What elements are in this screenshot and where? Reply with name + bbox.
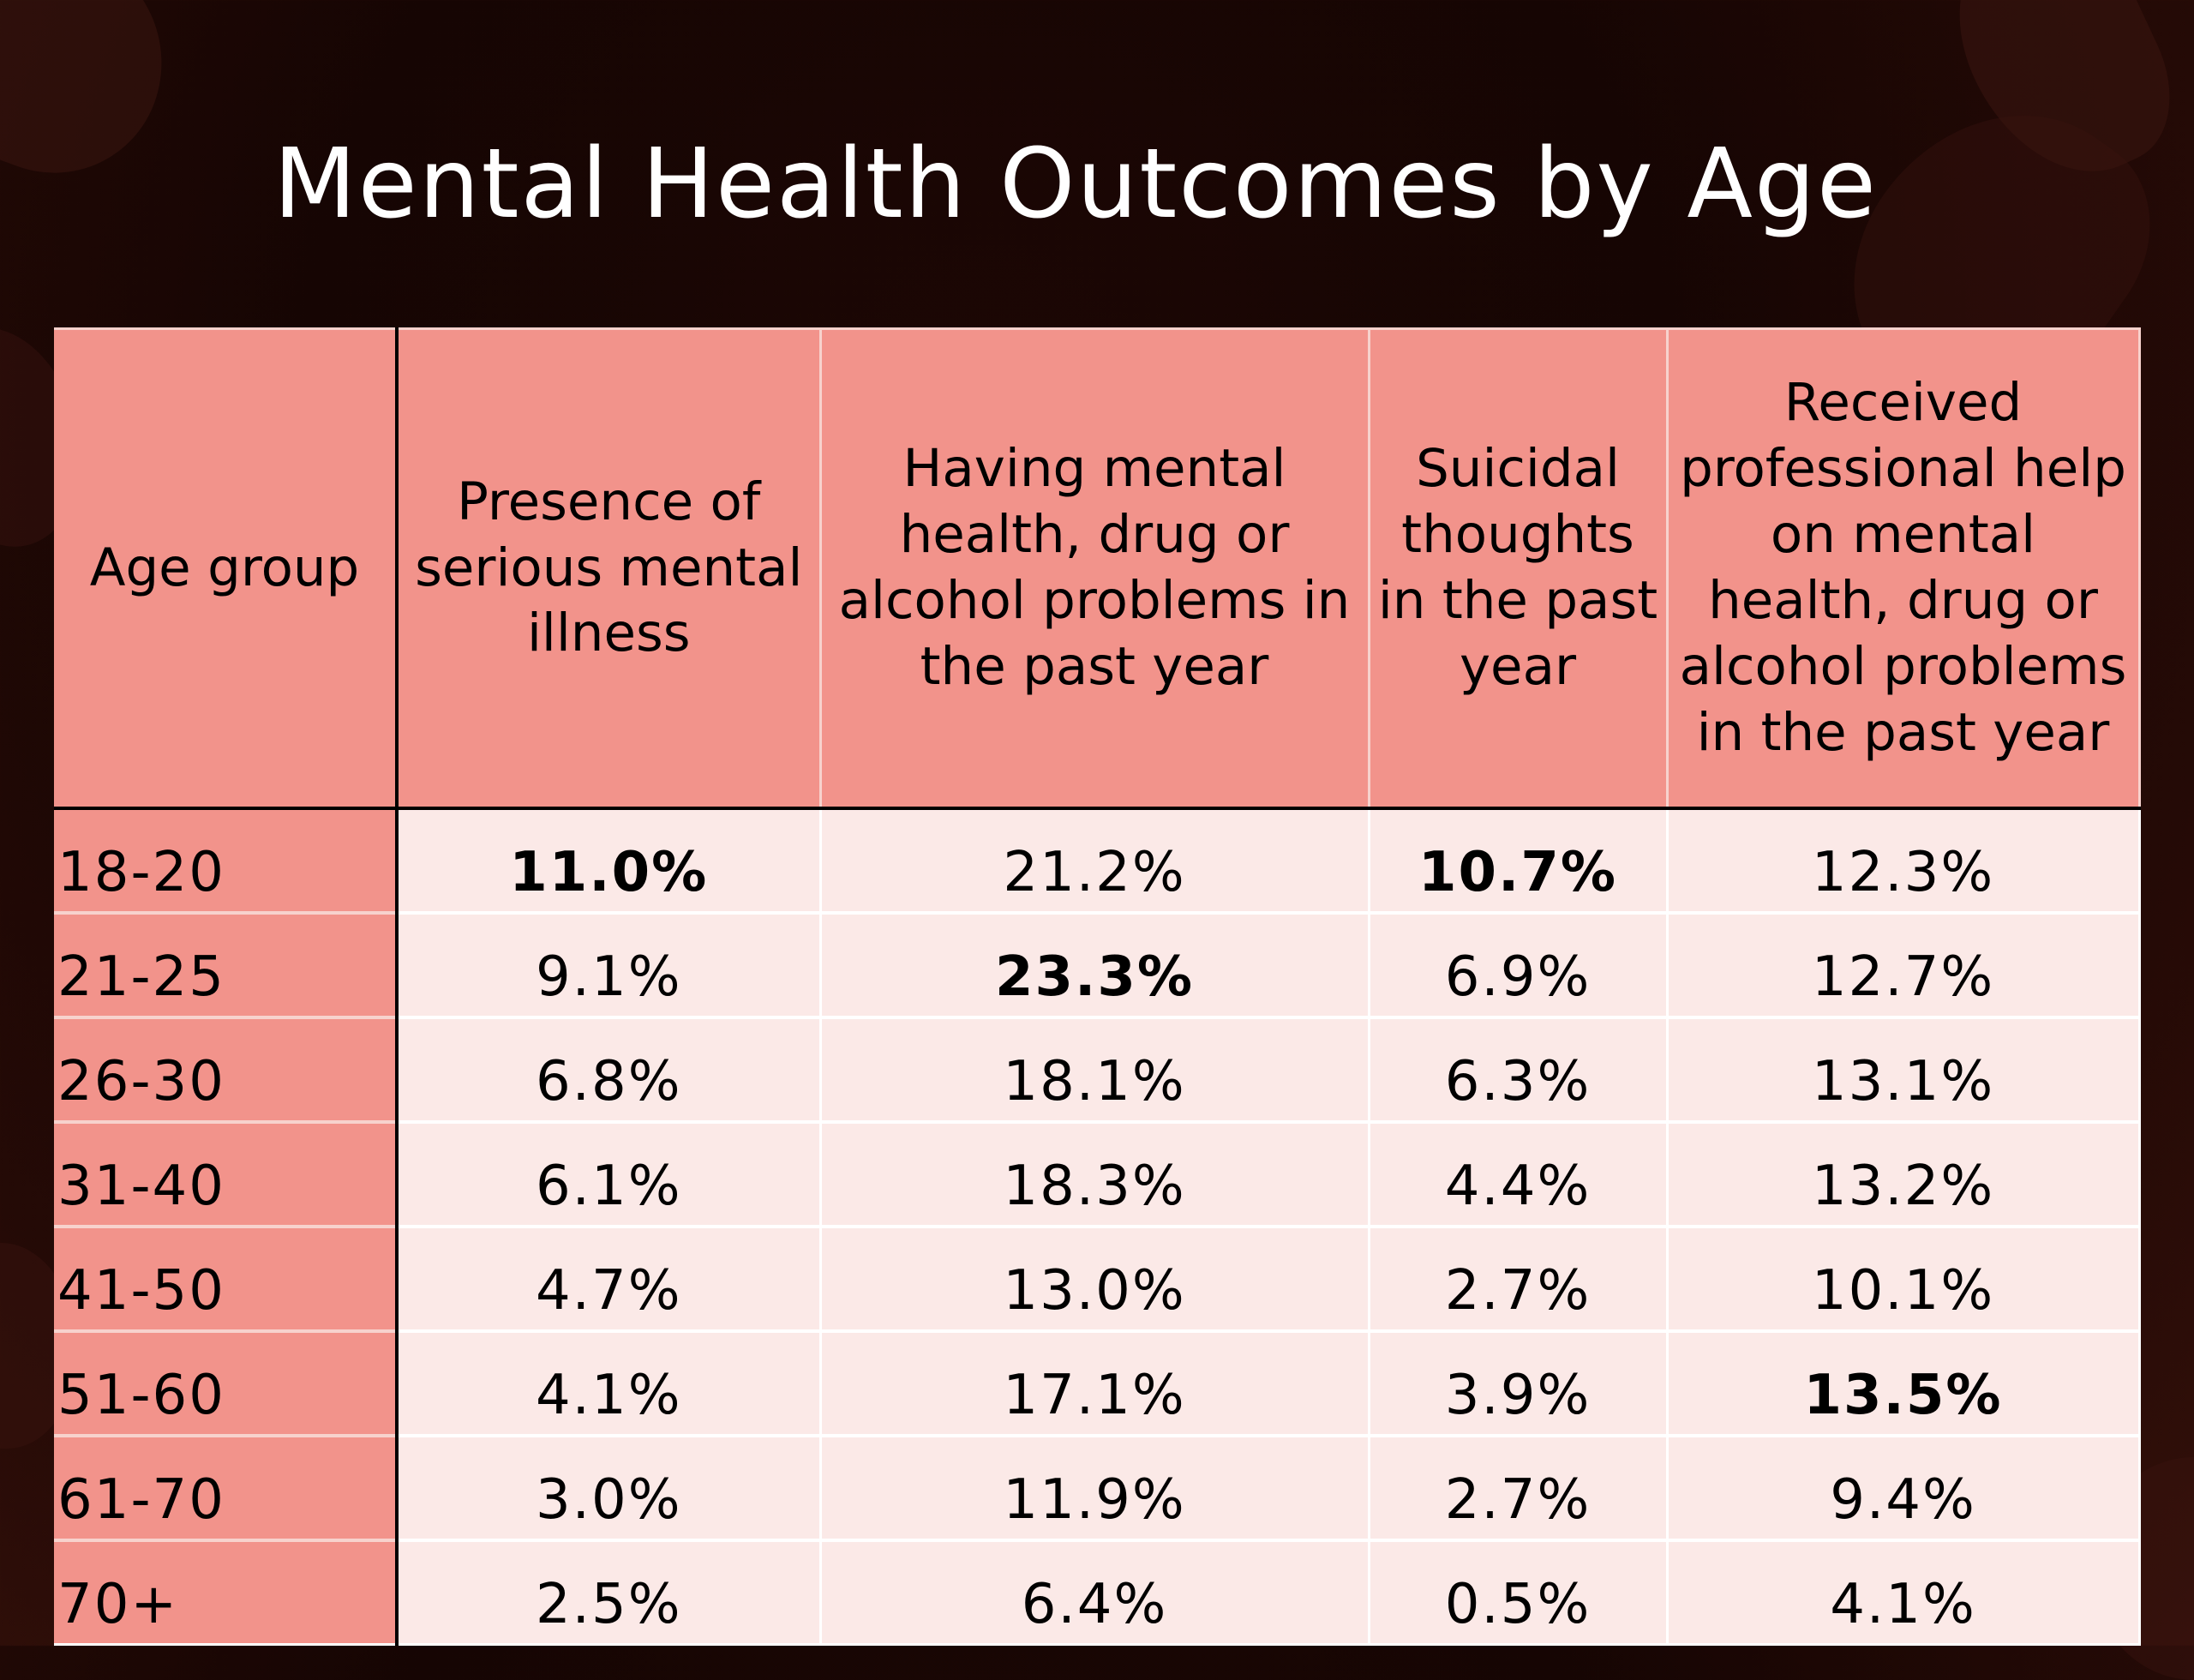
column-header-suicidal-thoughts: Suicidal thoughts in the past year [1369, 327, 1669, 810]
value-cell: 2.7% [1369, 1225, 1669, 1331]
column-header-mental-health-problems: Having mental health, drug or alcohol pr… [820, 327, 1370, 810]
column-header-age-group: Age group [54, 327, 399, 810]
age-cell: 51-60 [54, 1329, 399, 1436]
value-cell: 9.4% [1667, 1434, 2141, 1540]
age-cell: 70+ [54, 1539, 399, 1646]
value-cell: 21.2% [820, 807, 1370, 913]
table-row: 61-70 3.0% 11.9% 2.7% 9.4% [54, 1434, 2141, 1540]
table-row: 51-60 4.1% 17.1% 3.9% 13.5% [54, 1329, 2141, 1436]
value-cell: 4.7% [397, 1225, 822, 1331]
table-row: 26-30 6.8% 18.1% 6.3% 13.1% [54, 1016, 2141, 1122]
value-cell: 6.8% [397, 1016, 822, 1122]
value-cell: 3.9% [1369, 1329, 1669, 1436]
age-cell: 41-50 [54, 1225, 399, 1331]
value-cell: 10.1% [1667, 1225, 2141, 1331]
value-cell: 18.1% [820, 1016, 1370, 1122]
outcomes-table: Age group Presence of serious mental ill… [54, 327, 2141, 1646]
value-cell: 4.1% [397, 1329, 822, 1436]
table-row: 18-20 11.0% 21.2% 10.7% 12.3% [54, 807, 2141, 913]
value-cell: 4.1% [1667, 1539, 2141, 1646]
value-cell: 2.7% [1369, 1434, 1669, 1540]
value-cell: 17.1% [820, 1329, 1370, 1436]
value-cell: 13.0% [820, 1225, 1370, 1331]
slide-title: Mental Health Outcomes by Age [273, 129, 1878, 240]
value-cell: 13.2% [1667, 1120, 2141, 1227]
value-cell: 0.5% [1369, 1539, 1669, 1646]
age-cell: 26-30 [54, 1016, 399, 1122]
value-cell: 18.3% [820, 1120, 1370, 1227]
value-cell: 11.0% [397, 807, 822, 913]
value-cell: 12.3% [1667, 807, 2141, 913]
table-row: 31-40 6.1% 18.3% 4.4% 13.2% [54, 1120, 2141, 1227]
table-row: 70+ 2.5% 6.4% 0.5% 4.1% [54, 1539, 2141, 1646]
value-cell: 9.1% [397, 911, 822, 1017]
value-cell: 10.7% [1369, 807, 1669, 913]
column-header-serious-mental-illness: Presence of serious mental illness [397, 327, 822, 810]
value-cell: 23.3% [820, 911, 1370, 1017]
age-cell: 61-70 [54, 1434, 399, 1540]
age-cell: 18-20 [54, 807, 399, 913]
value-cell: 13.1% [1667, 1016, 2141, 1122]
table-row: 21-25 9.1% 23.3% 6.9% 12.7% [54, 911, 2141, 1017]
value-cell: 2.5% [397, 1539, 822, 1646]
value-cell: 6.1% [397, 1120, 822, 1227]
value-cell: 6.4% [820, 1539, 1370, 1646]
value-cell: 13.5% [1667, 1329, 2141, 1436]
value-cell: 12.7% [1667, 911, 2141, 1017]
age-cell: 21-25 [54, 911, 399, 1017]
value-cell: 6.9% [1369, 911, 1669, 1017]
column-header-professional-help: Received professional help on mental hea… [1667, 327, 2141, 810]
value-cell: 6.3% [1369, 1016, 1669, 1122]
value-cell: 11.9% [820, 1434, 1370, 1540]
value-cell: 3.0% [397, 1434, 822, 1540]
age-cell: 31-40 [54, 1120, 399, 1227]
value-cell: 4.4% [1369, 1120, 1669, 1227]
table-row: 41-50 4.7% 13.0% 2.7% 10.1% [54, 1225, 2141, 1331]
table-header-row: Age group Presence of serious mental ill… [54, 327, 2141, 810]
